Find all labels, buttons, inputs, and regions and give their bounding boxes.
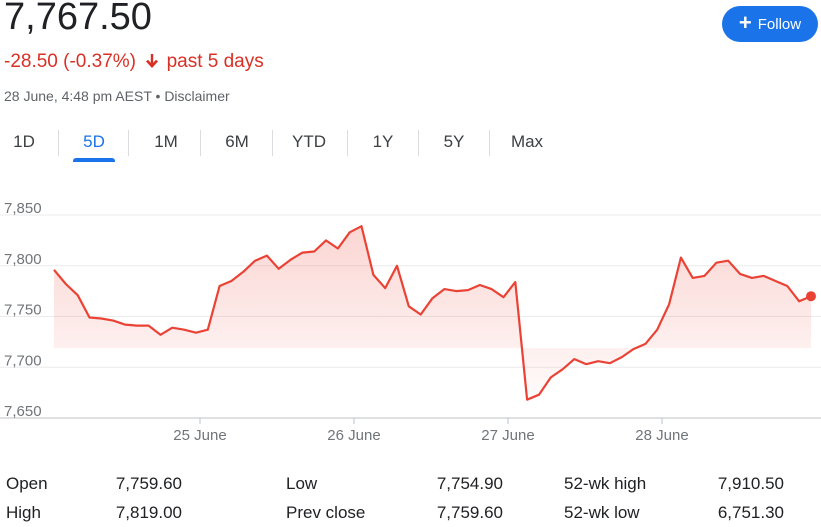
tab-divider	[272, 130, 273, 156]
tab-divider	[128, 130, 129, 156]
x-tick-label: 25 June	[173, 427, 226, 444]
y-tick-label: 7,800	[4, 251, 42, 268]
stat-value: 7,759.60	[436, 503, 503, 522]
stat-label: High	[6, 503, 41, 522]
stat-label: Prev close	[286, 503, 366, 522]
current-price: 7,767.50	[4, 0, 152, 38]
tab-5d[interactable]: 5D	[73, 124, 115, 162]
tab-divider	[418, 130, 419, 156]
stat-value: 7,759.60	[115, 474, 182, 493]
change-amount: -28.50 (-0.37%)	[4, 51, 137, 72]
tab-5y[interactable]: 5Y	[443, 132, 465, 151]
x-tick-label: 26 June	[327, 427, 380, 444]
x-tick-label: 28 June	[635, 427, 688, 444]
x-tick-label: 27 June	[481, 427, 534, 444]
disclaimer-link[interactable]: Disclaimer	[164, 88, 230, 104]
tab-1d[interactable]: 1D	[13, 132, 35, 151]
tab-1y[interactable]: 1Y	[372, 132, 394, 151]
tab-6m[interactable]: 6M	[225, 132, 249, 151]
price-line	[53, 225, 812, 401]
tab-divider	[347, 130, 348, 156]
change-period: past 5 days	[166, 51, 264, 72]
price-change: -28.50 (-0.37%) past 5 days	[4, 50, 264, 74]
y-tick-label: 7,700	[4, 352, 42, 369]
tab-divider	[200, 130, 201, 156]
chart-area-fill	[54, 226, 811, 400]
stat-value: 7,819.00	[115, 503, 182, 522]
tab-ytd[interactable]: YTD	[292, 132, 326, 151]
stat-label: Low	[286, 474, 318, 493]
quote-timestamp: 28 June, 4:48 pm AEST	[4, 88, 152, 104]
tab-1m[interactable]: 1M	[154, 132, 178, 151]
y-tick-label: 7,850	[4, 200, 42, 217]
follow-button[interactable]: + Follow	[722, 6, 818, 42]
quote-meta: 28 June, 4:48 pm AEST • Disclaimer	[4, 86, 230, 106]
meta-separator: •	[155, 88, 161, 104]
stat-value: 7,910.50	[717, 474, 784, 493]
range-tabs: 1D 5D 1M 6M YTD 1Y 5Y Max	[0, 124, 821, 162]
tab-max[interactable]: Max	[510, 132, 544, 151]
stat-label: 52-wk high	[564, 474, 647, 493]
last-price-marker	[806, 291, 816, 302]
y-tick-label: 7,650	[4, 403, 42, 420]
stat-label: 52-wk low	[564, 503, 640, 522]
y-tick-label: 7,750	[4, 302, 42, 319]
tab-divider	[58, 130, 59, 156]
tab-divider	[489, 130, 490, 156]
follow-label: Follow	[757, 15, 802, 33]
plus-icon: +	[738, 10, 752, 35]
stat-value: 6,751.30	[717, 503, 784, 522]
price-chart[interactable]: 7,850 7,800 7,750 7,700 7,650 25 June 26 June…	[0, 196, 821, 450]
arrow-down-icon	[146, 54, 159, 68]
stat-label: Open	[6, 474, 48, 493]
stat-value: 7,754.90	[436, 474, 503, 493]
